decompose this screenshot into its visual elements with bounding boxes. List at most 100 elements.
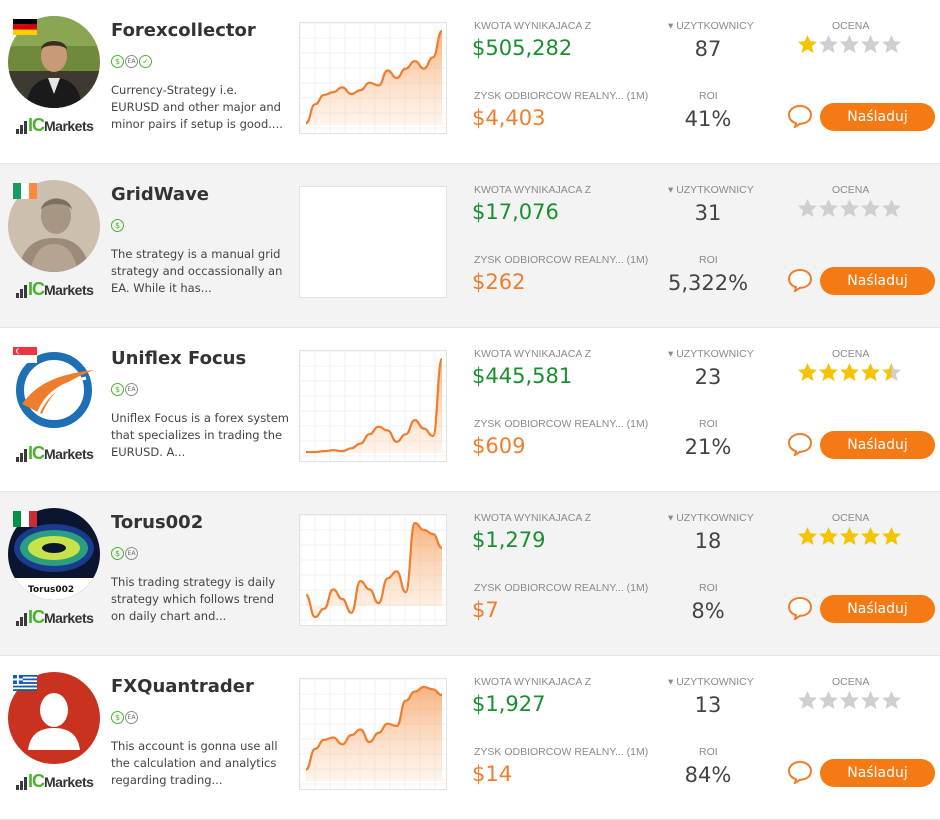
profit-label: ZYSK ODBIORCOW REALNY... (1M) <box>474 418 649 430</box>
strategy-name[interactable]: Uniflex Focus <box>111 348 247 369</box>
strategy-row-2: IC Markets Uniflex Focus $ EA Uniflex Foc… <box>0 328 940 492</box>
follow-button[interactable]: Naśladuj <box>820 431 935 459</box>
comment-bubble-icon[interactable] <box>787 432 813 456</box>
broker-logo: IC Markets <box>16 444 94 462</box>
star-icon <box>840 363 859 381</box>
ea-badge-icon: EA <box>125 383 138 396</box>
star-icon <box>861 35 880 53</box>
strategy-name[interactable]: GridWave <box>111 184 210 205</box>
strategy-badges: $ EA <box>111 711 138 724</box>
star-icon <box>861 363 880 381</box>
users-value: 87 <box>694 37 722 61</box>
follow-button[interactable]: Naśladuj <box>820 267 935 295</box>
performance-chart[interactable] <box>299 678 447 790</box>
roi-value: 41% <box>684 107 732 131</box>
strategy-row-1: IC Markets GridWave $ The strategy is a … <box>0 164 940 328</box>
verified-badge-icon: ✓ <box>139 55 152 68</box>
follow-button[interactable]: Naśladuj <box>820 759 935 787</box>
rating-label: OCENA <box>832 512 870 524</box>
strategy-badges: $ EA ✓ <box>111 55 152 68</box>
profit-value: $609 <box>472 434 526 458</box>
roi-label: ROI <box>699 254 718 266</box>
roi-label: ROI <box>699 582 718 594</box>
star-icon <box>798 35 817 53</box>
roi-label: ROI <box>699 90 718 102</box>
amount-value: $1,927 <box>472 692 546 716</box>
star-icon <box>819 35 838 53</box>
performance-chart[interactable] <box>299 514 447 626</box>
chart-area <box>306 687 442 781</box>
comment-bubble-icon[interactable] <box>787 104 813 128</box>
performance-chart[interactable] <box>299 350 447 462</box>
performance-chart[interactable] <box>299 22 447 134</box>
avatar[interactable] <box>8 180 100 272</box>
strategy-row-4: IC Markets FXQuantrader $ EA This account… <box>0 656 940 820</box>
users-value: 13 <box>694 693 722 717</box>
broker-logo-markets: Markets <box>44 610 94 626</box>
amount-label: KWOTA WYNIKAJACA Z <box>474 676 592 688</box>
profit-value: $14 <box>472 762 513 786</box>
star-icon <box>798 363 817 381</box>
rating-stars <box>797 198 902 218</box>
broker-logo-markets: Markets <box>44 118 94 134</box>
country-flag-icon <box>13 675 37 691</box>
users-label[interactable]: ▾ UZYTKOWNICY <box>668 512 754 524</box>
broker-bars-icon <box>16 448 27 462</box>
follow-button[interactable]: Naśladuj <box>820 103 935 131</box>
ea-badge-icon: EA <box>125 711 138 724</box>
amount-label: KWOTA WYNIKAJACA Z <box>474 512 592 524</box>
profit-label: ZYSK ODBIORCOW REALNY... (1M) <box>474 254 649 266</box>
broker-logo: IC Markets <box>16 607 94 627</box>
strategy-name[interactable]: Torus002 <box>111 512 204 533</box>
performance-chart[interactable] <box>299 186 447 298</box>
comment-bubble-icon[interactable] <box>787 596 813 620</box>
strategy-name[interactable]: Forexcollector <box>111 20 256 41</box>
roi-label: ROI <box>699 418 718 430</box>
strategy-description: Uniflex Focus is a forex system that spe… <box>111 411 289 459</box>
strategy-badges: $ EA <box>111 547 138 560</box>
star-icon <box>840 527 859 545</box>
star-icon <box>840 35 859 53</box>
strategy-row-0: IC Markets Forexcollector $ EA ✓ Currency-… <box>0 0 940 164</box>
users-value: 31 <box>694 201 722 225</box>
rating-stars <box>797 690 902 710</box>
chart-area <box>306 359 442 453</box>
comment-bubble-icon[interactable] <box>787 760 813 784</box>
broker-logo-ic: IC <box>28 279 45 299</box>
users-label[interactable]: ▾ UZYTKOWNICY <box>668 676 754 688</box>
star-icon <box>861 527 880 545</box>
comment-bubble-icon[interactable] <box>787 268 813 292</box>
users-label[interactable]: ▾ UZYTKOWNICY <box>668 184 754 196</box>
dollar-badge-icon: $ <box>111 219 124 232</box>
users-value: 23 <box>694 365 722 389</box>
profit-value: $7 <box>472 598 499 622</box>
star-icon <box>819 527 838 545</box>
rating-label: OCENA <box>832 184 870 196</box>
chart-line <box>305 357 444 454</box>
star-icon <box>798 527 817 545</box>
users-label[interactable]: ▾ UZYTKOWNICY <box>668 348 754 360</box>
chart-line <box>305 521 443 619</box>
profit-label: ZYSK ODBIORCOW REALNY... (1M) <box>474 582 649 594</box>
avatar[interactable] <box>8 16 100 108</box>
amount-label: KWOTA WYNIKAJACA Z <box>474 184 592 196</box>
strategy-name[interactable]: FXQuantrader <box>111 676 254 697</box>
broker-logo-markets: Markets <box>44 446 94 462</box>
star-icon <box>861 691 880 709</box>
amount-value: $505,282 <box>472 36 573 60</box>
profit-label: ZYSK ODBIORCOW REALNY... (1M) <box>474 90 649 102</box>
roi-value: 21% <box>684 435 732 459</box>
rating-label: OCENA <box>832 20 870 32</box>
dollar-badge-icon: $ <box>111 383 124 396</box>
follow-button[interactable]: Naśladuj <box>820 595 935 623</box>
star-icon <box>882 199 901 217</box>
broker-logo-markets: Markets <box>44 774 94 790</box>
strategy-badges: $ EA <box>111 383 138 396</box>
broker-logo: IC Markets <box>16 279 94 299</box>
chart-area <box>306 523 442 617</box>
strategy-description: The strategy is a manual grid strategy a… <box>111 247 283 295</box>
broker-logo-ic: IC <box>28 607 45 627</box>
broker-logo: IC Markets <box>16 772 94 790</box>
users-label[interactable]: ▾ UZYTKOWNICY <box>668 20 754 32</box>
amount-value: $1,279 <box>472 528 546 552</box>
